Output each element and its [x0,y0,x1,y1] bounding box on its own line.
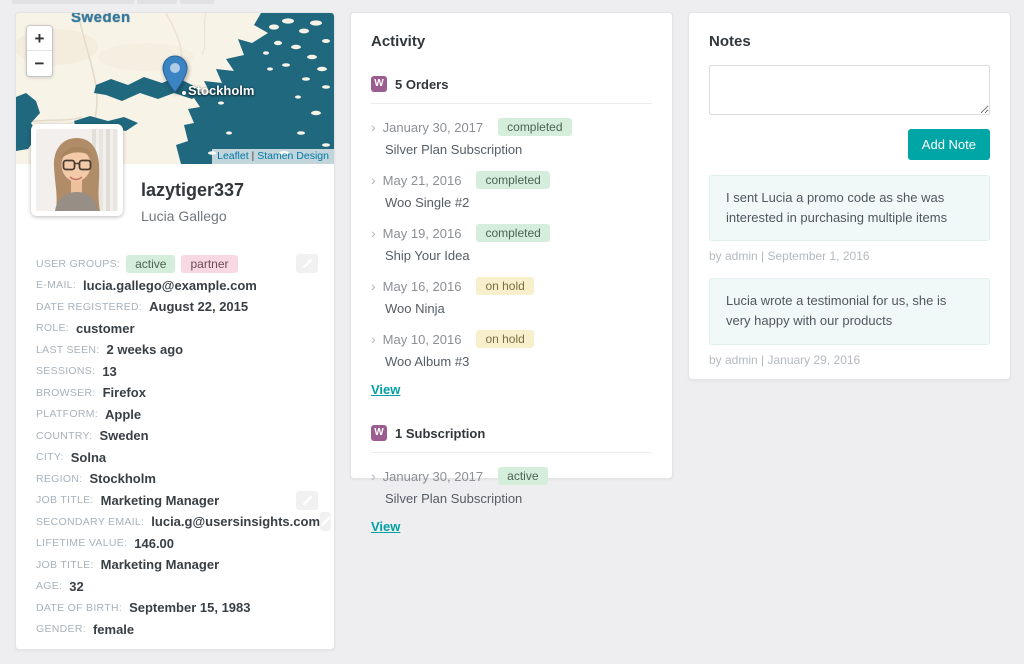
edit-secondary-email-button[interactable] [320,512,332,532]
map-attribution: Leaflet | Stamen Design [212,149,334,164]
map-zoom-control: + − [26,25,53,77]
cutoff-toolbar-fragment [180,0,214,4]
status-badge: completed [476,224,550,242]
order-item: › May 19, 2016 completed Ship Your Idea [371,224,652,263]
attribution-separator: | [248,150,258,162]
chevron-right-icon: › [371,278,376,294]
field-region: region: Stockholm [36,471,156,487]
cutoff-toolbar-fragment [12,0,134,4]
subscriptions-section: W 1 Subscription › January 30, 2017 active… [371,425,652,536]
notes-card: Notes Add Note I sent Lucia a promo code… [688,12,1011,380]
zoom-out-button[interactable]: − [27,51,52,76]
field-gender: gender: female [36,621,135,637]
woocommerce-icon: W [371,425,387,441]
note-meta: by admin | January 29, 2016 [709,352,861,367]
note-item: Lucia wrote a testimonial for us, she is… [709,278,990,345]
note-meta: by admin | September 1, 2016 [709,249,870,264]
woocommerce-icon: W [371,76,387,92]
view-orders-link[interactable]: View [371,382,401,397]
pencil-icon [302,495,312,505]
field-sessions: sessions: 13 [36,363,117,379]
chevron-right-icon: › [371,119,376,135]
field-job-title: job title: Marketing Manager [36,490,318,512]
field-date-registered: date registered: August 22, 2015 [36,299,249,315]
orders-section: W 5 Orders › January 30, 2017 completed Si… [371,76,652,399]
field-secondary-email: secondary email: lucia.g@usersinsights.co… [36,511,332,533]
status-badge: on hold [476,330,534,348]
subscription-name: Silver Plan Subscription [385,491,523,506]
divider [371,103,652,104]
note-item: I sent Lucia a promo code as she was int… [709,175,990,242]
activity-card: Activity W 5 Orders › January 30, 2017 com… [350,12,673,534]
user-group-badge: active [126,254,176,273]
field-email: e-mail: lucia.gallego@example.com [36,277,257,293]
chevron-right-icon: › [371,172,376,188]
status-badge: completed [476,171,550,189]
status-badge: on hold [476,277,534,295]
profile-card: Sweden Stockholm + − Leaflet | Stamen De… [15,12,335,650]
order-name: Ship Your Idea [385,248,470,263]
note-input[interactable] [709,65,990,115]
user-group-badge: partner [181,254,238,273]
activity-title: Activity [371,33,426,50]
avatar [31,124,123,216]
map-city-label: Stockholm [188,83,255,98]
pencil-icon [320,517,331,527]
pencil-icon [302,259,312,269]
field-browser: browser: Firefox [36,385,146,401]
field-role: role: customer [36,320,135,336]
map-marker-icon[interactable] [162,55,188,93]
full-name: Lucia Gallego [141,208,227,224]
cutoff-toolbar-fragment [137,0,177,4]
leaflet-link[interactable]: Leaflet [217,150,249,162]
field-lifetime-value: lifetime value: 146.00 [36,535,175,551]
zoom-in-button[interactable]: + [27,26,52,51]
chevron-right-icon: › [371,468,376,484]
view-subscriptions-link[interactable]: View [371,519,401,534]
status-badge: active [498,467,548,485]
stamen-link[interactable]: Stamen Design [257,150,329,162]
field-date-of-birth: date of birth: September 15, 1983 [36,600,251,616]
order-name: Silver Plan Subscription [385,142,523,157]
field-job-title-2: job title: Marketing Manager [36,557,220,573]
notes-title: Notes [709,33,751,50]
status-badge: completed [498,118,572,136]
order-name: Woo Album #3 [385,354,470,369]
divider [371,452,652,453]
add-note-button[interactable]: Add Note [907,129,990,160]
edit-user-groups-button[interactable] [296,254,318,274]
edit-job-title-button[interactable] [296,490,318,510]
field-platform: platform: Apple [36,406,142,422]
field-user-groups: user groups: active partner [36,253,318,275]
chevron-right-icon: › [371,331,376,347]
order-item: › May 21, 2016 completed Woo Single #2 [371,171,652,210]
subscription-item: › January 30, 2017 active Silver Plan Subs… [371,467,652,506]
order-name: Woo Single #2 [385,195,470,210]
field-age: age: 32 [36,578,84,594]
field-city: city: Solna [36,449,107,465]
city-dot [182,91,186,95]
field-country: country: Sweden [36,428,149,444]
username: lazytiger337 [141,180,245,200]
orders-heading: 5 Orders [395,76,449,92]
field-last-seen: last seen: 2 weeks ago [36,342,184,358]
subscriptions-heading: 1 Subscription [395,425,486,441]
profile-fields: user groups: active partner e-mail: lucia… [36,253,332,640]
order-name: Woo Ninja [385,301,445,316]
map-country-label: Sweden [71,13,131,26]
order-item: › January 30, 2017 completed Silver Plan S… [371,118,652,157]
location-map[interactable]: Sweden Stockholm + − Leaflet | Stamen De… [16,13,334,164]
chevron-right-icon: › [371,225,376,241]
order-item: › May 10, 2016 on hold Woo Album #3 [371,330,652,369]
order-item: › May 16, 2016 on hold Woo Ninja [371,277,652,316]
avatar-photo [36,129,118,211]
